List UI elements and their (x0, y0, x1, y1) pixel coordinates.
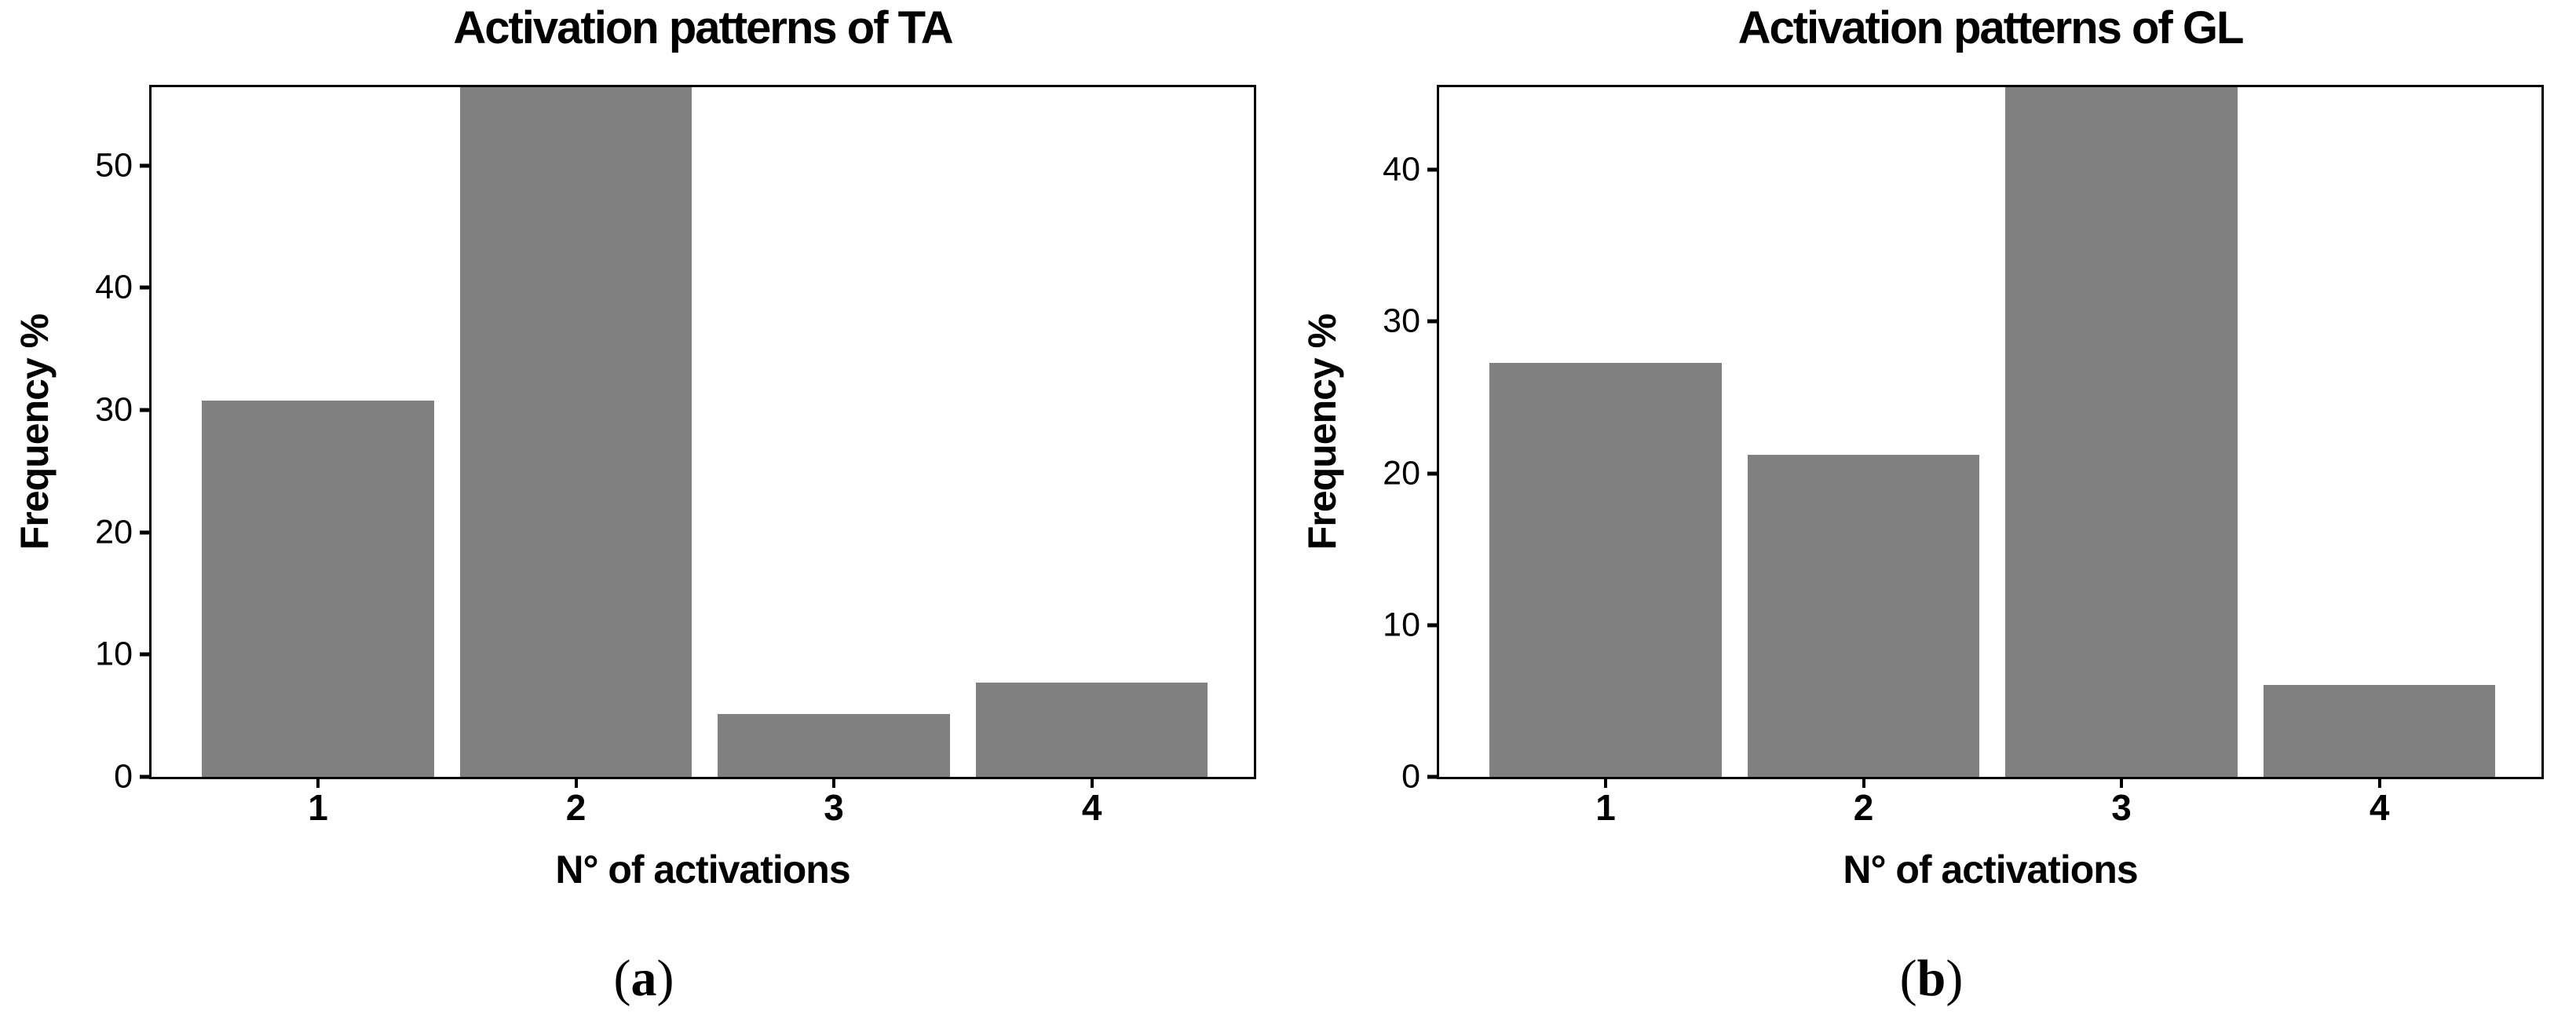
y-tick-label: 30 (95, 390, 133, 429)
chart-title: Activation patterns of TA (453, 2, 953, 53)
x-tick-label: 2 (1853, 787, 1874, 828)
figure-panel-b: Activation patterns of GL Frequency % 1 2… (1288, 0, 2575, 1018)
y-tick-label: 0 (1401, 757, 1420, 796)
caption-close-paren: ) (1946, 950, 1964, 1007)
y-tick-label: 20 (1383, 454, 1420, 493)
x-tick-label: 1 (308, 787, 328, 828)
x-tick-label: 3 (2111, 787, 2132, 828)
bar-category-4 (975, 683, 1208, 777)
y-tick-mark (140, 408, 152, 412)
x-tick-mark (2120, 777, 2124, 788)
y-axis-label: Frequency % (13, 313, 57, 551)
y-tick-mark (1427, 774, 1439, 779)
figure-panel-a: Activation patterns of TA Frequency % 1 2… (0, 2, 1288, 1008)
y-tick-mark (140, 530, 152, 535)
bar-category-4 (2263, 684, 2496, 777)
bar-category-2 (459, 87, 692, 777)
subfigure-caption-b: (b) (1288, 950, 2575, 1008)
y-tick-mark (140, 285, 152, 290)
x-tick-mark (2377, 777, 2381, 788)
y-tick-label: 30 (1383, 302, 1420, 340)
bar-category-3 (2005, 87, 2238, 777)
chart-title: Activation patterns of GL (1737, 2, 2245, 53)
x-tick-mark (832, 777, 836, 788)
x-axis-label: N° of activations (555, 848, 850, 892)
y-tick-label: 10 (95, 635, 133, 673)
y-tick-mark (140, 774, 152, 779)
x-tick-label: 3 (824, 787, 844, 828)
y-tick-mark (1427, 167, 1439, 172)
y-tick-label: 20 (95, 513, 133, 551)
y-tick-mark (140, 652, 152, 657)
x-tick-label: 4 (2369, 787, 2390, 828)
y-axis-label: Frequency % (1300, 313, 1344, 551)
bar-category-2 (1747, 455, 1980, 777)
y-tick-mark (1427, 623, 1439, 628)
x-tick-mark (1862, 777, 1865, 788)
x-tick-mark (1604, 777, 1607, 788)
caption-letter: b (1916, 950, 1946, 1007)
y-tick-label: 10 (1383, 606, 1420, 644)
x-tick-label: 4 (1081, 787, 1102, 828)
x-tick-mark (1090, 777, 1094, 788)
y-tick-mark (1427, 471, 1439, 476)
plot-area: 1 2 3 4 0 10 20 30 40 50 (95, 85, 1256, 826)
caption-open-paren: ( (613, 950, 631, 1007)
x-tick-label: 2 (565, 787, 586, 828)
x-tick-label: 1 (1595, 787, 1616, 828)
y-tick-label: 40 (1383, 150, 1420, 189)
x-tick-mark (574, 777, 578, 788)
x-tick-mark (316, 777, 320, 788)
x-axis-label: N° of activations (1843, 848, 2138, 892)
caption-letter: a (630, 950, 657, 1007)
bar-category-1 (1489, 363, 1722, 777)
y-tick-label: 40 (95, 268, 133, 306)
subfigure-caption-a: (a) (0, 950, 1288, 1008)
y-tick-label: 0 (114, 757, 133, 796)
y-tick-mark (1427, 319, 1439, 324)
plot-area: 1 2 3 4 0 10 20 30 40 (1383, 85, 2544, 826)
caption-open-paren: ( (1899, 950, 1917, 1007)
bar-category-3 (718, 714, 950, 777)
caption-close-paren: ) (656, 950, 674, 1007)
y-tick-label: 50 (95, 146, 133, 185)
bar-category-1 (202, 401, 434, 777)
y-tick-mark (140, 163, 152, 168)
